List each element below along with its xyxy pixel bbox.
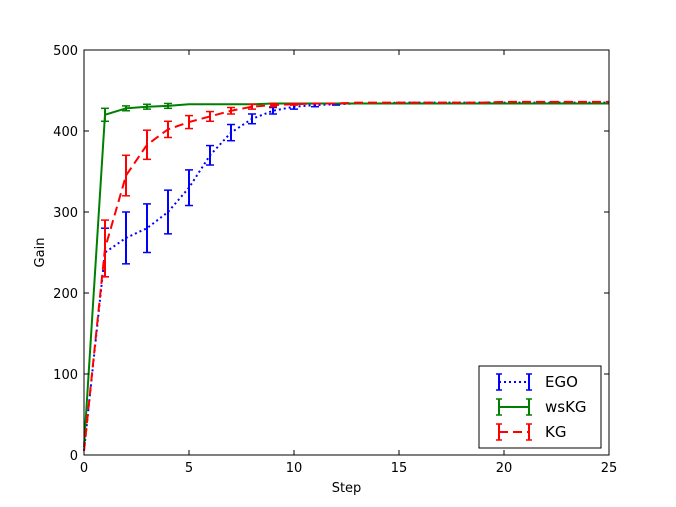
axis-ticks: 0 5 10 15 20 25 0 100 200 300 400 500 [53, 44, 617, 476]
x-tick-label: 25 [601, 461, 618, 476]
y-tick-label: 500 [53, 44, 78, 59]
y-tick-label: 100 [53, 368, 78, 383]
y-tick-label: 0 [70, 449, 78, 464]
x-tick-label: 5 [185, 461, 193, 476]
y-tick-label: 200 [53, 287, 78, 302]
series-line-ego [83, 101, 609, 452]
plot-area [83, 100, 609, 452]
x-tick-label: 10 [286, 461, 303, 476]
legend: EGO wsKG KG [478, 365, 602, 449]
plot-frame [83, 49, 610, 456]
y-tick-label: 300 [53, 206, 78, 221]
x-axis-label: Step [332, 481, 362, 496]
legend-label-wskg: wsKG [545, 398, 587, 416]
y-axis-label: Gain [33, 238, 48, 268]
series-line-kg [83, 100, 609, 452]
x-tick-label: 15 [391, 461, 408, 476]
x-tick-label: 0 [80, 461, 88, 476]
legend-label-kg: KG [545, 423, 566, 441]
x-tick-label: 20 [496, 461, 513, 476]
y-tick-label: 400 [53, 125, 78, 140]
legend-label-ego: EGO [545, 373, 578, 391]
